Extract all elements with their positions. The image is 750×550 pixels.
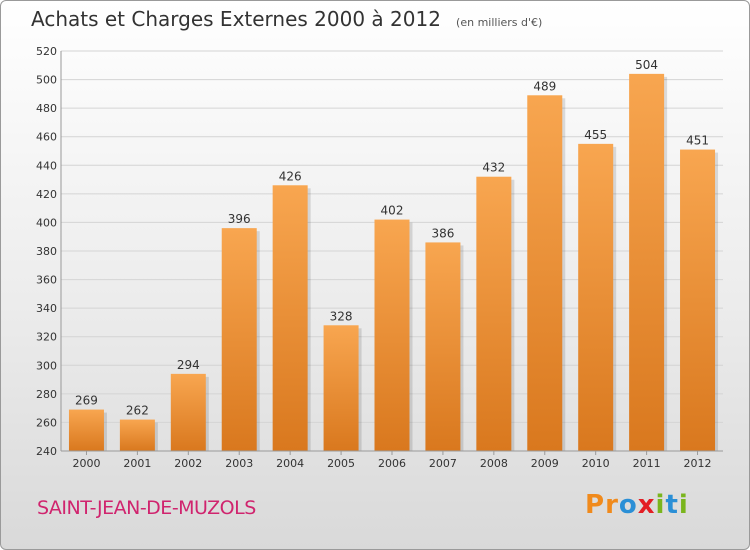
y-tick-label: 460 bbox=[36, 131, 57, 144]
logo-letter: i bbox=[655, 490, 666, 520]
chart-title: Achats et Charges Externes 2000 à 2012 bbox=[31, 7, 441, 31]
value-label: 455 bbox=[584, 128, 607, 142]
x-tick-label: 2000 bbox=[72, 457, 100, 470]
value-label: 294 bbox=[177, 358, 200, 372]
y-tick-label: 340 bbox=[36, 302, 57, 315]
bar-2007 bbox=[425, 242, 461, 451]
value-label: 426 bbox=[279, 169, 302, 183]
x-tick-label: 2002 bbox=[174, 457, 202, 470]
x-tick-label: 2004 bbox=[276, 457, 304, 470]
value-label: 386 bbox=[431, 226, 454, 240]
bar-2008 bbox=[476, 176, 512, 451]
y-tick-label: 480 bbox=[36, 102, 57, 115]
y-tick-label: 320 bbox=[36, 331, 57, 344]
proxiti-logo[interactable]: Proxiti bbox=[585, 490, 689, 520]
value-label: 269 bbox=[75, 394, 98, 408]
bar-2000 bbox=[68, 409, 104, 451]
y-tick-label: 520 bbox=[36, 45, 57, 58]
axis-layer: 240 260 280 300 320 340 360 380 400 420 440 460 480 5… bbox=[36, 45, 723, 470]
logo-letter: i bbox=[678, 490, 689, 520]
value-label: 432 bbox=[482, 161, 505, 175]
x-tick-label: 2007 bbox=[429, 457, 457, 470]
x-tick-label: 2011 bbox=[633, 457, 661, 470]
x-tick-label: 2001 bbox=[123, 457, 151, 470]
title-row: Achats et Charges Externes 2000 à 2012 (… bbox=[31, 7, 542, 31]
value-label: 451 bbox=[686, 134, 709, 148]
bar-2012 bbox=[680, 149, 716, 452]
bar-2009 bbox=[527, 95, 563, 452]
x-tick-label: 2010 bbox=[582, 457, 610, 470]
x-tick-label: 2003 bbox=[225, 457, 253, 470]
y-tick-label: 260 bbox=[36, 416, 57, 429]
value-label: 396 bbox=[228, 212, 251, 226]
bar-layer bbox=[68, 73, 719, 452]
chart-unit: (en milliers d'€) bbox=[456, 16, 543, 29]
y-tick-label: 500 bbox=[36, 74, 57, 87]
y-tick-label: 280 bbox=[36, 388, 57, 401]
value-label: 262 bbox=[126, 404, 149, 418]
logo-letter: o bbox=[618, 490, 638, 520]
logo-letter: r bbox=[605, 490, 619, 520]
x-tick-label: 2005 bbox=[327, 457, 355, 470]
y-tick-label: 380 bbox=[36, 245, 57, 258]
bar-2002 bbox=[170, 373, 206, 451]
value-label: 328 bbox=[330, 309, 353, 323]
bar-2005 bbox=[323, 325, 359, 451]
x-tick-label: 2012 bbox=[684, 457, 712, 470]
commune-name: SAINT-JEAN-DE-MUZOLS bbox=[37, 497, 256, 519]
value-label: 489 bbox=[533, 79, 556, 93]
y-tick-label: 400 bbox=[36, 216, 57, 229]
y-tick-label: 240 bbox=[36, 445, 57, 458]
y-tick-label: 360 bbox=[36, 274, 57, 287]
value-label: 402 bbox=[381, 204, 404, 218]
value-label: 504 bbox=[635, 58, 658, 72]
y-tick-label: 300 bbox=[36, 359, 57, 372]
logo-letter: P bbox=[585, 490, 606, 520]
label-layer: 269 262 294 396 426 328 402 386 432 489 455 504 451 bbox=[75, 58, 709, 418]
bar-2010 bbox=[578, 143, 614, 451]
bar-2006 bbox=[374, 219, 410, 451]
bar-2001 bbox=[119, 419, 155, 451]
bar-2003 bbox=[221, 228, 257, 451]
x-tick-label: 2006 bbox=[378, 457, 406, 470]
logo-letter: t bbox=[665, 490, 679, 520]
x-tick-label: 2008 bbox=[480, 457, 508, 470]
bar-2011 bbox=[629, 73, 665, 451]
logo-letter: x bbox=[637, 490, 656, 520]
bar-2004 bbox=[272, 185, 308, 452]
y-tick-label: 420 bbox=[36, 188, 57, 201]
x-tick-label: 2009 bbox=[531, 457, 559, 470]
y-tick-label: 440 bbox=[36, 159, 57, 172]
